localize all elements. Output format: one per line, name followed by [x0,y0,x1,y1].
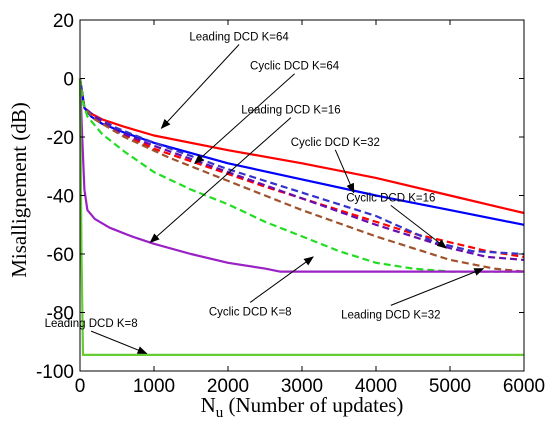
annotation-arrow [160,44,240,129]
axis-ticks: 0 1000 2000 3000 4000 5000 6000 20 0 -20 -40 -60 -80… [36,11,545,397]
y-tick-label: -100 [36,362,74,383]
x-tick-label: 4000 [355,376,397,397]
annotations: Leading DCD K=64 Cyclic DCD K=64 Leading D… [45,31,485,354]
x-tick-label: 1000 [133,376,175,397]
x-tick-label: 2000 [207,376,249,397]
plot-lines [78,78,525,356]
series-line-7 [78,78,524,273]
x-axis-label-sub: u [216,405,224,421]
annotation-label: Cyclic DCD K=16 [346,192,435,204]
annotation-label: Leading DCD K=16 [241,105,340,117]
annotation-label: Leading DCD K=8 [45,318,138,330]
y-tick-label: -40 [47,187,74,208]
y-tick-label: -80 [47,304,74,325]
annotation-label: Cyclic DCD K=8 [209,306,292,318]
x-tick-label: 0 [75,376,86,397]
y-tick-label: -20 [47,128,74,149]
annotation-label: Leading DCD K=32 [341,309,440,321]
x-axis-label: Nu (Number of updates) [201,393,404,421]
series-line-6 [78,78,524,273]
x-axis-label-main: N [201,393,216,417]
series-line-4 [78,78,525,261]
annotation-arrow [390,268,485,306]
series-line-2 [78,78,525,226]
y-tick-label: 0 [63,70,74,91]
annotation-arrow [249,256,314,303]
annotation-arrow [193,73,295,164]
x-tick-label: 5000 [429,376,471,397]
annotation-arrow [149,117,292,243]
x-tick-label: 3000 [281,376,323,397]
series-line-8 [78,78,524,356]
series-line-5 [78,78,525,273]
annotation-arrow [334,149,355,194]
annotation-arrow [390,204,448,249]
annotation-label: Cyclic DCD K=32 [291,137,380,149]
x-tick-label: 6000 [503,376,545,397]
y-axis-label: Misallignement (dB) [7,102,31,278]
y-tick-label: 20 [53,11,74,32]
x-axis-label-rest: (Number of updates) [223,393,403,417]
y-tick-label: -60 [47,245,74,266]
annotation-arrow [90,330,148,354]
annotation-label: Cyclic DCD K=64 [250,61,340,73]
annotation-label: Leading DCD K=64 [189,31,289,43]
